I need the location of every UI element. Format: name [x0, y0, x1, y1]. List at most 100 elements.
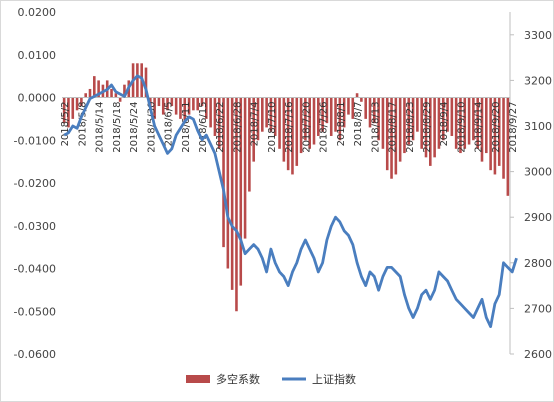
category-label: 2018/6/11: [181, 102, 192, 153]
bar: [394, 97, 398, 175]
bar: [360, 97, 363, 102]
bar: [304, 97, 307, 141]
bar: [80, 97, 83, 107]
bar: [161, 97, 165, 115]
bar: [174, 97, 178, 115]
bar: [403, 97, 406, 154]
right-tick-label: 3200: [524, 74, 552, 87]
right-tick-label: 3000: [524, 166, 552, 179]
bar: [187, 97, 191, 115]
bar: [446, 97, 449, 132]
category-label: 2018/8/13: [370, 102, 381, 153]
bar: [157, 97, 161, 107]
category-label: 2018/5/24: [129, 102, 140, 153]
bar: [325, 97, 329, 124]
category-label: 2018/8/7: [353, 102, 364, 147]
left-tick-label: -0.0100: [14, 134, 56, 147]
bar: [373, 97, 376, 124]
bar: [71, 97, 75, 119]
bar: [192, 97, 195, 111]
bar: [291, 97, 294, 175]
bar: [123, 84, 126, 98]
category-label: 2018/5/2: [60, 102, 71, 147]
category-label: 2018/7/10: [267, 102, 278, 153]
bar: [390, 97, 393, 179]
bar: [153, 97, 156, 119]
category-label: 2018/6/5: [164, 102, 175, 147]
bar: [114, 93, 118, 98]
bar: [424, 97, 428, 158]
bar: [265, 97, 268, 128]
bar: [222, 97, 225, 248]
bar: [368, 97, 372, 128]
legend-label-line: 上证指数: [312, 372, 356, 386]
bar: [226, 97, 230, 269]
bar: [454, 97, 458, 149]
bar: [472, 97, 475, 141]
bar: [385, 97, 389, 171]
category-label: 2018/5/18: [112, 102, 123, 153]
bar: [506, 97, 510, 196]
bar: [355, 93, 359, 98]
bar: [170, 97, 174, 107]
left-tick-label: -0.0300: [14, 220, 56, 233]
left-tick-label: 0.0100: [18, 49, 57, 62]
left-tick-label: -0.0400: [14, 263, 56, 276]
bar: [317, 97, 320, 136]
right-tick-label: 2800: [524, 257, 552, 270]
category-label: 2018/8/17: [388, 102, 399, 153]
category-label: 2018/8/1: [336, 102, 347, 147]
bar: [377, 97, 380, 141]
bar: [75, 97, 79, 111]
bar: [252, 97, 255, 162]
line-series: [63, 74, 518, 328]
bar: [338, 97, 342, 141]
category-label: 2018/7/26: [319, 102, 330, 153]
bar: [166, 97, 169, 111]
bar: [321, 97, 324, 132]
bar: [273, 97, 277, 136]
bar: [200, 97, 204, 107]
right-tick-label: 2600: [524, 348, 552, 361]
legend-label-bars: 多空系数: [216, 372, 260, 386]
bar: [243, 97, 247, 239]
bar: [213, 97, 217, 136]
bar: [463, 97, 467, 149]
bar: [269, 97, 273, 132]
bar: [420, 97, 423, 149]
left-tick-label: -0.0600: [14, 348, 56, 361]
category-label: 2018/6/15: [198, 102, 209, 153]
bar: [217, 97, 221, 149]
bar: [183, 97, 187, 124]
bar: [493, 97, 497, 175]
bar: [239, 97, 243, 286]
bar: [295, 97, 299, 166]
category-labels: 2018/5/2 2018/5/8 2018/5/14 2018/5/18 2018/5…: [60, 102, 519, 153]
category-label: 2018/8/23: [405, 102, 416, 153]
category-label: 2018/7/20: [301, 102, 312, 153]
left-tick-label: -0.0500: [14, 305, 56, 318]
category-label: 2018/6/28: [232, 102, 243, 153]
bar: [205, 97, 208, 119]
bar: [261, 97, 264, 132]
bar: [67, 97, 70, 128]
bar: [282, 97, 286, 162]
bar: [416, 97, 419, 132]
bar: [93, 76, 96, 98]
left-axis: 0.0200 0.0100 0.0000 -0.0100 -0.0200 -0.0300 -…: [14, 6, 56, 361]
bar: [450, 97, 454, 136]
bar: [235, 97, 238, 312]
bar: [485, 97, 488, 154]
bar: [299, 97, 303, 154]
bar: [118, 97, 122, 102]
bar: [502, 97, 505, 179]
right-axis: 3300 3200 3100 3000 2900 2800 2700 2600: [510, 29, 552, 361]
bar: [334, 97, 337, 132]
bar: [497, 97, 501, 166]
bar: [110, 88, 113, 98]
bar: [407, 97, 411, 145]
bar: [441, 97, 445, 141]
